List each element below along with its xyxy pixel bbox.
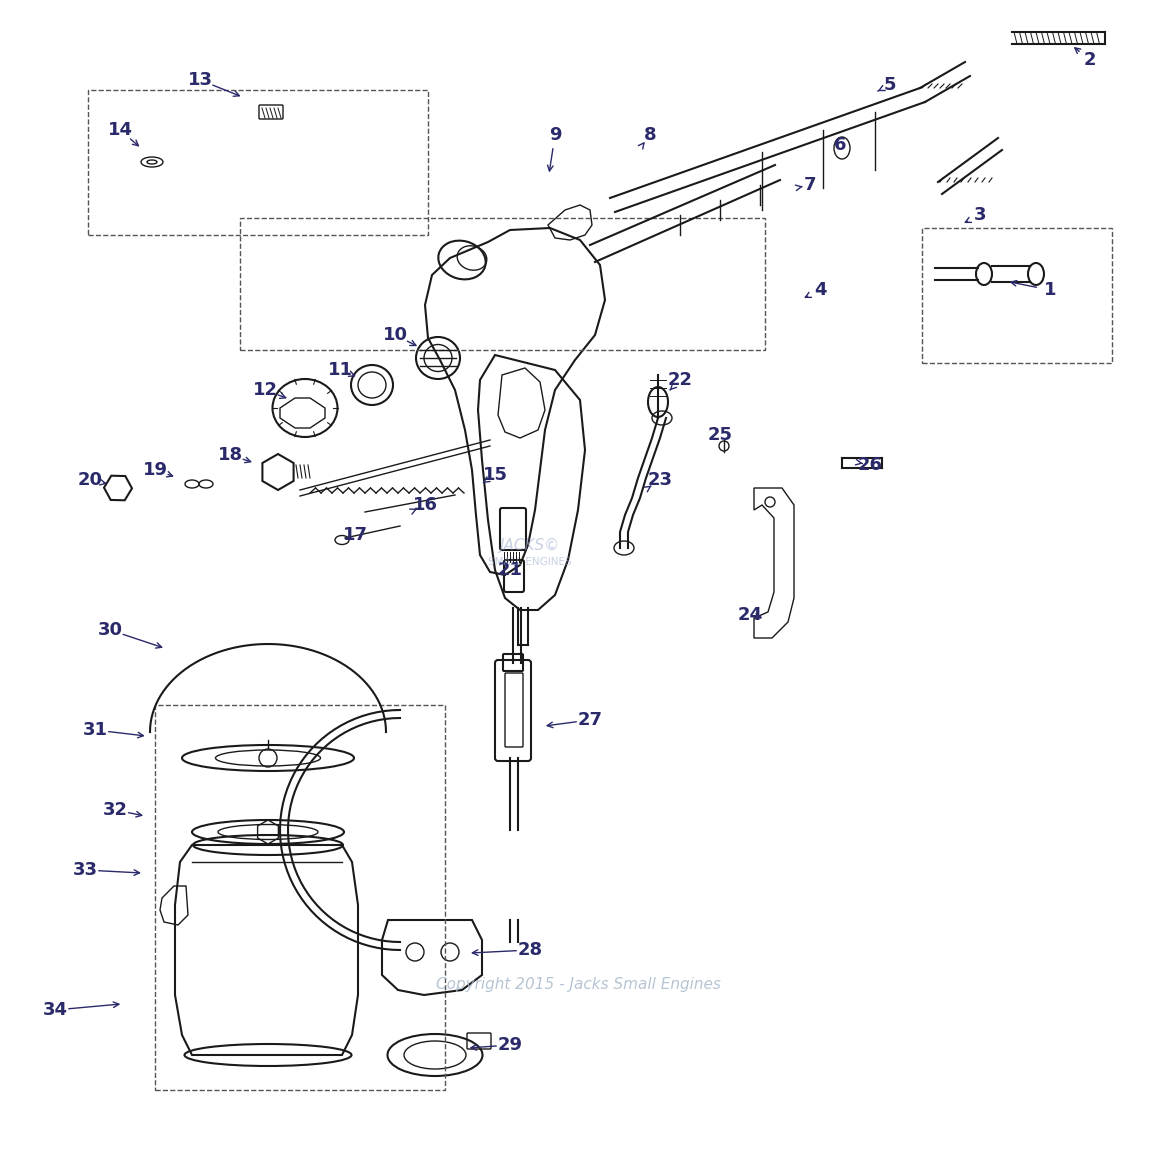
- Text: 6: 6: [834, 136, 846, 154]
- Text: 18: 18: [218, 446, 243, 465]
- Bar: [155, 704, 445, 1090]
- Text: 8: 8: [643, 126, 656, 143]
- Text: 14: 14: [108, 121, 133, 139]
- Text: SMALL ENGINES: SMALL ENGINES: [488, 557, 572, 567]
- Text: 20: 20: [78, 472, 103, 489]
- Text: 29: 29: [498, 1036, 523, 1054]
- Text: 9: 9: [548, 126, 561, 143]
- Text: 2: 2: [1084, 51, 1096, 69]
- Text: 19: 19: [142, 461, 168, 479]
- Text: 16: 16: [413, 496, 437, 514]
- Text: 7: 7: [804, 176, 816, 194]
- Text: 25: 25: [707, 426, 732, 445]
- Text: 10: 10: [383, 326, 407, 345]
- Text: 24: 24: [737, 606, 762, 624]
- Text: 11: 11: [327, 361, 353, 379]
- Bar: [922, 228, 1112, 363]
- Text: 27: 27: [577, 711, 603, 729]
- Text: JACKS©: JACKS©: [500, 537, 560, 553]
- Text: 13: 13: [187, 71, 213, 89]
- Text: 28: 28: [517, 941, 543, 958]
- Text: 33: 33: [73, 861, 97, 878]
- Text: 12: 12: [252, 381, 278, 399]
- Text: 3: 3: [974, 206, 986, 223]
- Text: 32: 32: [103, 801, 127, 818]
- Text: 26: 26: [857, 456, 883, 474]
- Bar: [88, 91, 428, 235]
- Text: 21: 21: [498, 561, 523, 579]
- Text: 22: 22: [668, 370, 693, 389]
- Bar: [239, 218, 765, 350]
- Text: 4: 4: [813, 281, 826, 299]
- Text: 17: 17: [342, 526, 368, 544]
- Text: 23: 23: [648, 472, 672, 489]
- Text: 5: 5: [884, 76, 897, 94]
- Text: Copyright 2015 - Jacks Small Engines: Copyright 2015 - Jacks Small Engines: [435, 977, 721, 993]
- Text: 1: 1: [1044, 281, 1056, 299]
- Text: 30: 30: [97, 621, 123, 639]
- Text: 34: 34: [43, 1001, 67, 1018]
- Text: 15: 15: [482, 466, 508, 485]
- Text: 31: 31: [82, 721, 108, 739]
